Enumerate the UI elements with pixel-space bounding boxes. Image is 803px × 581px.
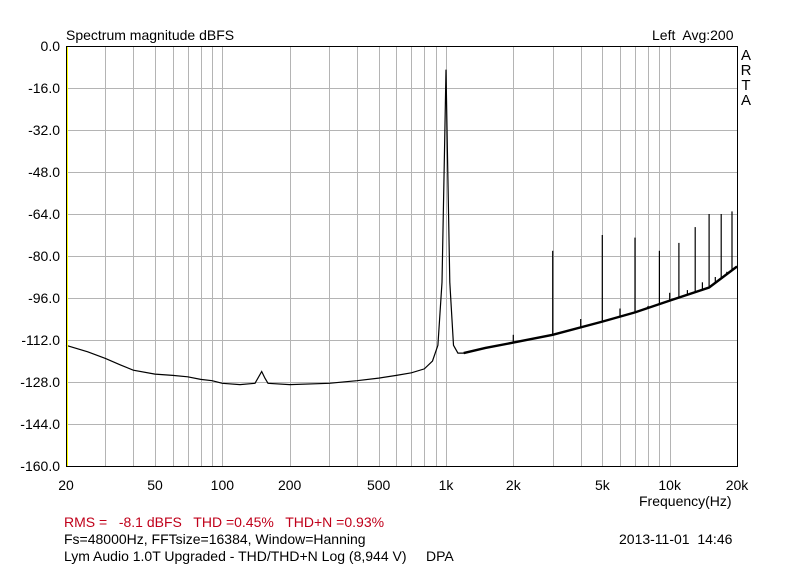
y-tick-label: -64.0 (28, 206, 60, 222)
measurement-description: Lym Audio 1.0T Upgraded - THD/THD+N Log … (64, 548, 454, 564)
y-tick-label: -32.0 (28, 122, 60, 138)
chart-title: Spectrum magnitude dBFS (66, 27, 235, 43)
channel-average-info: Left Avg:200 (652, 27, 734, 43)
x-tick-label: 2k (506, 477, 522, 493)
grid-lines (66, 46, 738, 467)
spectrum-trace (65, 69, 738, 386)
y-tick-label: 0.0 (41, 38, 61, 54)
arta-logo-letter-r: R (740, 62, 752, 79)
y-tick-label: -144.0 (20, 416, 60, 432)
x-tick-label: 100 (211, 477, 235, 493)
x-tick-label: 5k (595, 477, 611, 493)
x-tick-label: 10k (658, 477, 682, 493)
noise-floor-line (65, 69, 738, 386)
arta-logo-letter-a2: A (740, 92, 751, 109)
x-tick-label: 1k (439, 477, 455, 493)
x-tick-label: 50 (147, 477, 163, 493)
y-tick-label: -48.0 (28, 164, 60, 180)
x-axis-ticks: 20 50 100 200 500 1k 2k 5k 10k 20k (58, 477, 749, 493)
y-tick-label: -160.0 (20, 458, 60, 474)
x-tick-label: 200 (278, 477, 302, 493)
y-axis-ticks: 0.0 -16.0 -32.0 -48.0 -64.0 -80.0 -96.0 -112.0 -… (20, 38, 60, 474)
x-tick-label: 20k (726, 477, 750, 493)
y-tick-label: -80.0 (28, 248, 60, 264)
plot-frame (66, 46, 738, 467)
x-axis-label: Frequency(Hz) (639, 493, 732, 509)
y-tick-label: -128.0 (20, 374, 60, 390)
rms-thd-stats: RMS = -8.1 dBFS THD =0.45% THD+N =0.93% (64, 514, 385, 530)
measurement-timestamp: 2013-11-01 14:46 (619, 531, 733, 547)
arta-logo-letter-t: T (741, 77, 751, 94)
y-tick-label: -112.0 (21, 332, 60, 348)
x-tick-label: 20 (58, 477, 74, 493)
y-tick-label: -16.0 (28, 80, 60, 96)
fft-settings: Fs=48000Hz, FFTsize=16384, Window=Hannin… (64, 531, 366, 547)
x-tick-label: 500 (367, 477, 391, 493)
y-tick-label: -96.0 (28, 290, 60, 306)
arta-logo-letter-a: A (740, 47, 751, 64)
